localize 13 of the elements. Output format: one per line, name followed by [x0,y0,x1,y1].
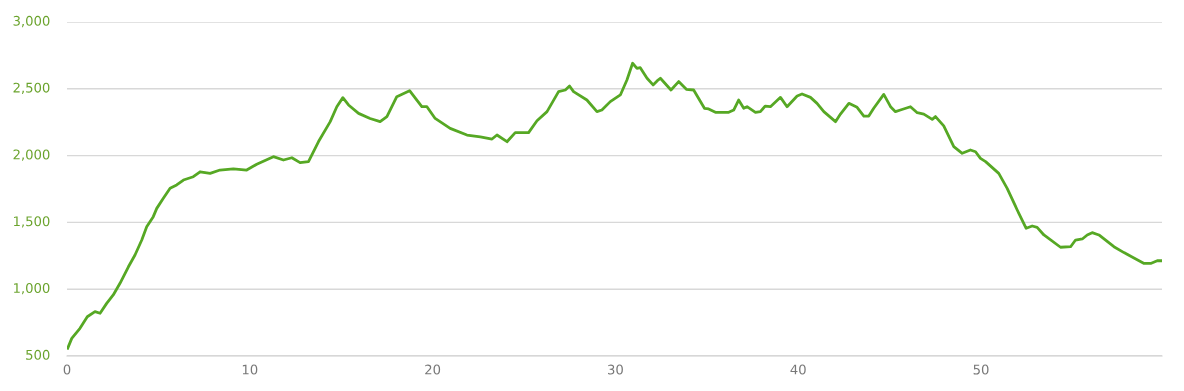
y-tick-label: 2,000 [13,149,50,161]
y-tick-label: 3,000 [13,15,50,28]
y-tick-label: 2,500 [13,82,50,94]
x-tick-label: 50 [973,364,989,375]
y-tick-label: 1,000 [14,283,50,295]
x-tick-label: 30 [608,364,623,375]
x-tick-label: 40 [790,364,806,375]
x-tick-label: 10 [242,364,258,375]
y-tick-label: 1,500 [14,216,50,228]
x-tick-label: 0 [63,364,71,375]
line-series [67,61,1162,350]
y-tick-label: 500 [26,349,50,360]
x-tick-label: 20 [425,364,441,375]
